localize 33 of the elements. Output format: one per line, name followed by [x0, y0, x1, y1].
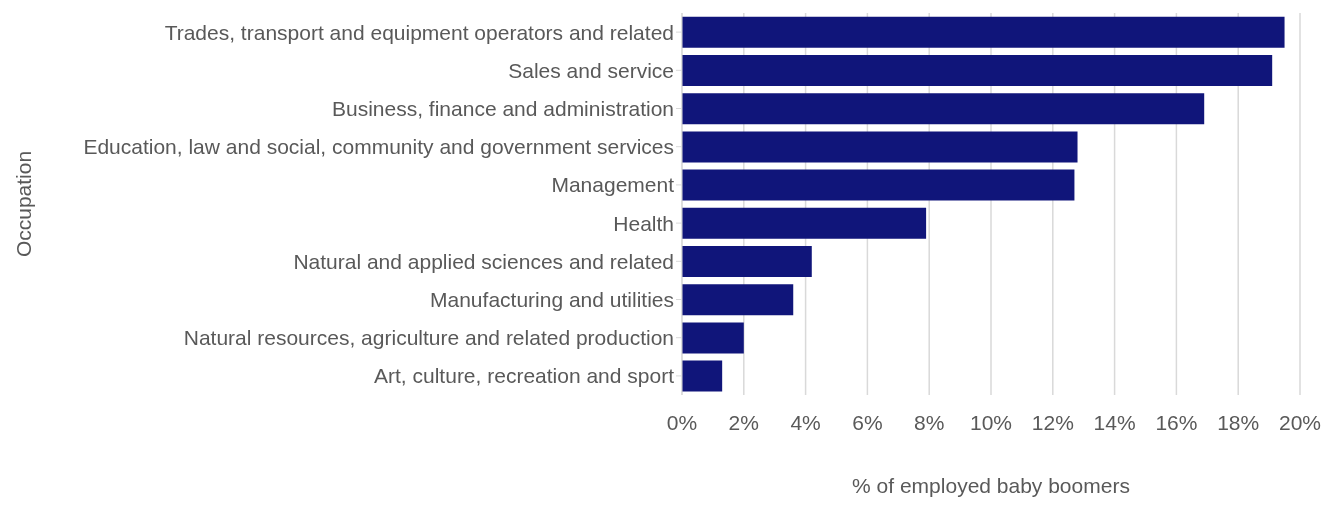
bar	[682, 131, 1078, 163]
x-tick-label: 10%	[969, 410, 1013, 434]
x-tick-label: 0%	[666, 410, 698, 434]
y-tick-label: Art, culture, recreation and sport	[374, 364, 675, 388]
bar	[682, 360, 723, 392]
y-tick-label: Manufacturing and utilities	[430, 287, 674, 311]
x-tick-label: 2%	[728, 410, 759, 434]
y-tick-label: Management	[551, 173, 675, 197]
y-tick-label: Health	[613, 211, 674, 235]
x-tick-label: 8%	[914, 410, 945, 434]
bar	[682, 93, 1205, 125]
x-tick-label: 20%	[1278, 410, 1322, 434]
y-tick-label: Education, law and social, community and government services	[83, 135, 674, 159]
y-tick-label: Business, finance and administration	[331, 96, 674, 120]
bar	[682, 284, 794, 316]
x-axis-title: % of employed baby boomers	[852, 474, 1130, 497]
x-tick-label: 18%	[1217, 410, 1260, 434]
bar	[682, 55, 1273, 87]
bar	[682, 322, 744, 354]
bar	[682, 207, 927, 239]
y-axis-title: Occupation	[12, 150, 36, 258]
x-tick-label: 16%	[1155, 410, 1198, 434]
y-tick-label: Sales and service	[508, 58, 674, 82]
y-tick-label: Natural and applied sciences and related	[293, 249, 674, 273]
bar	[682, 16, 1285, 48]
x-tick-label: 14%	[1093, 410, 1136, 434]
y-tick-label: Trades, transport and equipment operators and related	[164, 20, 674, 44]
x-tick-label: 12%	[1031, 410, 1074, 434]
x-tick-label: 4%	[790, 410, 821, 434]
y-tick-label: Natural resources, agriculture and related production	[183, 326, 674, 350]
bar	[682, 169, 1075, 201]
x-tick-label: 6%	[852, 410, 883, 434]
bar	[682, 246, 812, 278]
